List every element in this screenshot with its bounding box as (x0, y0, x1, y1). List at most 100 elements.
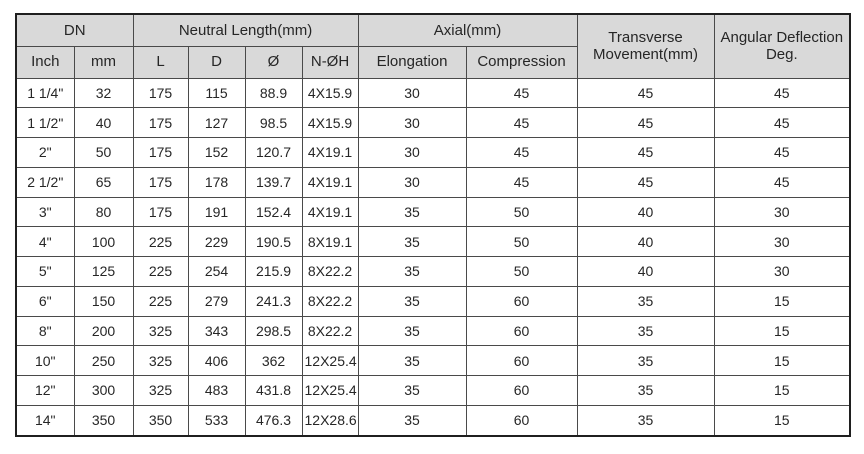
cell: 300 (73, 375, 134, 406)
table-body: 1 1/4" 32 175 115 88.9 4X15.9 30 45 45 45 1 1/2" 40… (15, 77, 851, 437)
cell: 298.5 (244, 315, 303, 347)
cell: 8X22.2 (301, 256, 359, 287)
cell: 12" (15, 375, 75, 406)
cell: 241.3 (244, 285, 303, 317)
cell: 250 (73, 345, 134, 376)
table-header: DN Neutral Length(mm) Axial(mm) Transver… (15, 13, 851, 79)
cell: 4X15.9 (301, 107, 359, 138)
cell: 60 (465, 315, 578, 347)
cell: 6" (15, 285, 75, 317)
cell: 32 (73, 77, 134, 109)
cell: 533 (187, 404, 246, 437)
cell: 45 (465, 77, 578, 109)
cell: 5" (15, 256, 75, 287)
header-mm: mm (73, 45, 134, 79)
cell: 50 (465, 256, 578, 287)
header-l: L (132, 45, 189, 79)
cell: 14" (15, 404, 75, 437)
cell: 125 (73, 256, 134, 287)
cell: 45 (576, 166, 715, 198)
cell: 15 (713, 375, 851, 406)
cell: 4" (15, 226, 75, 257)
cell: 476.3 (244, 404, 303, 437)
header-compression: Compression (465, 45, 578, 79)
cell: 65 (73, 166, 134, 198)
cell: 60 (465, 345, 578, 376)
cell: 60 (465, 285, 578, 317)
cell: 45 (576, 77, 715, 109)
cell: 350 (132, 404, 189, 437)
cell: 35 (357, 226, 467, 257)
cell: 35 (357, 315, 467, 347)
cell: 178 (187, 166, 246, 198)
cell: 225 (132, 226, 189, 257)
table-row: 4" 100 225 229 190.5 8X19.1 35 50 40 30 (15, 226, 851, 257)
cell: 175 (132, 107, 189, 138)
cell: 35 (357, 196, 467, 228)
cell: 35 (576, 345, 715, 376)
cell: 98.5 (244, 107, 303, 138)
table-row: 14" 350 350 533 476.3 12X28.6 35 60 35 15 (15, 404, 851, 437)
table-row: 12" 300 325 483 431.8 12X25.4 35 60 35 15 (15, 375, 851, 406)
cell: 10" (15, 345, 75, 376)
cell: 35 (357, 285, 467, 317)
cell: 45 (576, 107, 715, 138)
cell: 35 (576, 285, 715, 317)
cell: 225 (132, 285, 189, 317)
cell: 12X28.6 (301, 404, 359, 437)
cell: 45 (713, 107, 851, 138)
cell: 15 (713, 345, 851, 376)
cell: 45 (576, 137, 715, 168)
cell: 8X19.1 (301, 226, 359, 257)
cell: 150 (73, 285, 134, 317)
cell: 8X22.2 (301, 285, 359, 317)
cell: 229 (187, 226, 246, 257)
cell: 2" (15, 137, 75, 168)
cell: 35 (576, 315, 715, 347)
cell: 175 (132, 196, 189, 228)
cell: 1 1/2" (15, 107, 75, 138)
cell: 139.7 (244, 166, 303, 198)
table-row: 3" 80 175 191 152.4 4X19.1 35 50 40 30 (15, 196, 851, 228)
table-row: 2 1/2" 65 175 178 139.7 4X19.1 30 45 45 45 (15, 166, 851, 198)
cell: 35 (357, 375, 467, 406)
cell: 30 (357, 107, 467, 138)
cell: 45 (465, 137, 578, 168)
cell: 325 (132, 315, 189, 347)
header-row-sub: Inch mm L D Ø N-ØH Elongation Compressio… (15, 45, 850, 79)
cell: 115 (187, 77, 246, 109)
cell: 483 (187, 375, 246, 406)
cell: 175 (132, 137, 189, 168)
cell: 50 (465, 196, 578, 228)
cell: 4X19.1 (301, 137, 359, 168)
cell: 30 (713, 256, 851, 287)
header-row-groups: DN Neutral Length(mm) Axial(mm) Transver… (15, 13, 851, 79)
table-row: 1 1/2" 40 175 127 98.5 4X15.9 30 45 45 45 (15, 107, 851, 138)
cell: 343 (187, 315, 246, 347)
cell: 1 1/4" (15, 77, 75, 109)
table-row: 6" 150 225 279 241.3 8X22.2 35 60 35 15 (15, 285, 851, 317)
header-angular-deflection: Angular Deflection Deg. (713, 13, 851, 79)
cell: 254 (187, 256, 246, 287)
cell: 325 (132, 345, 189, 376)
cell: 40 (73, 107, 134, 138)
cell: 279 (187, 285, 246, 317)
cell: 152.4 (244, 196, 303, 228)
cell: 35 (576, 404, 715, 437)
table-row: 10" 250 325 406 362 12X25.4 35 60 35 15 (15, 345, 851, 376)
cell: 30 (713, 226, 851, 257)
cell: 4X15.9 (301, 77, 359, 109)
table-row: 2" 50 175 152 120.7 4X19.1 30 45 45 45 (15, 137, 851, 168)
cell: 15 (713, 315, 851, 347)
header-neutral-length: Neutral Length(mm) (132, 13, 359, 47)
cell: 30 (357, 137, 467, 168)
cell: 12X25.4 (301, 345, 359, 376)
cell: 406 (187, 345, 246, 376)
cell: 175 (132, 77, 189, 109)
header-d: D (187, 45, 246, 79)
cell: 50 (465, 226, 578, 257)
cell: 8" (15, 315, 75, 347)
header-n-oh: N-ØH (301, 45, 359, 79)
cell: 45 (713, 77, 851, 109)
cell: 45 (465, 107, 578, 138)
